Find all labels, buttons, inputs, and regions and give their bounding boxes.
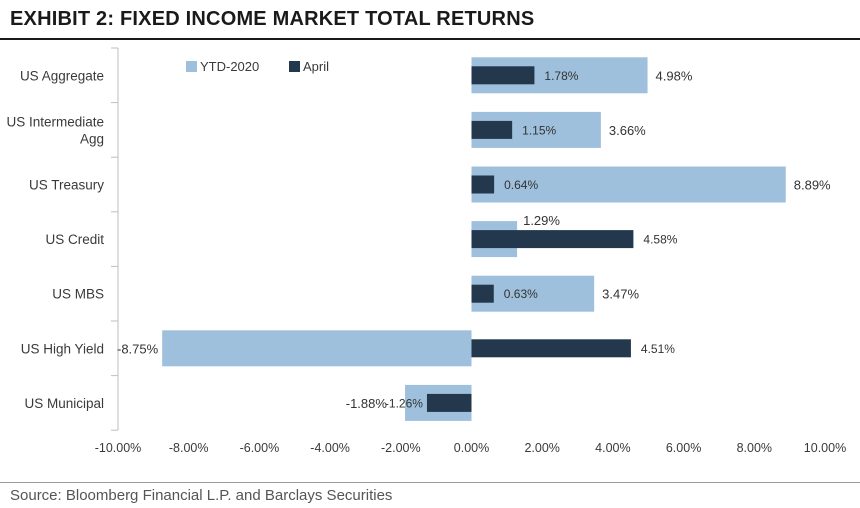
data-label-april: -1.26% — [385, 396, 423, 410]
x-tick-label: 6.00% — [666, 441, 701, 455]
data-label-april: 4.58% — [643, 233, 677, 247]
x-tick-label: -2.00% — [381, 441, 421, 455]
data-label-ytd-2020: 8.89% — [794, 178, 831, 193]
category-label: US Credit — [45, 232, 104, 247]
legend-swatch-ytd-2020 — [186, 61, 197, 72]
legend-label-ytd-2020: YTD-2020 — [200, 59, 259, 74]
exhibit-title: EXHIBIT 2: FIXED INCOME MARKET TOTAL RET… — [10, 8, 535, 30]
data-label-april: 1.15% — [522, 123, 556, 137]
data-label-april: 1.78% — [544, 69, 578, 83]
x-tick-label: 8.00% — [737, 441, 772, 455]
fixed-income-returns-chart: US Aggregate US Intermediate Agg US Treasur… — [6, 47, 846, 455]
x-tick-label: 10.00% — [804, 441, 846, 455]
x-tick-label: 0.00% — [454, 441, 489, 455]
bar-ytd-2020 — [471, 166, 786, 203]
category-label: Agg — [80, 131, 104, 146]
x-tick-label: -10.00% — [95, 441, 142, 455]
data-label-april: 0.63% — [504, 287, 538, 301]
x-tick-label: -8.00% — [169, 441, 209, 455]
bar-april — [471, 175, 495, 194]
x-tick-label: 4.00% — [595, 441, 630, 455]
bar-april — [471, 66, 535, 85]
bar-april — [471, 339, 631, 358]
data-label-april: 0.64% — [504, 178, 538, 192]
category-label: US MBS — [52, 287, 104, 302]
bottom-rule — [0, 482, 860, 483]
bar-april — [426, 393, 472, 412]
x-tick-label: -4.00% — [310, 441, 350, 455]
data-label-ytd-2020: 4.98% — [656, 68, 693, 83]
data-label-ytd-2020: -8.75% — [117, 341, 159, 356]
category-label: US Treasury — [29, 178, 104, 193]
data-label-ytd-2020: -1.88% — [346, 396, 388, 411]
data-label-ytd-2020: 3.66% — [609, 123, 646, 138]
category-label: US Intermediate — [6, 114, 104, 129]
data-label-ytd-2020: 3.47% — [602, 287, 639, 302]
x-tick-label: 2.00% — [524, 441, 559, 455]
bar-april — [471, 230, 634, 249]
bar-april — [471, 120, 513, 139]
bar-april — [471, 284, 494, 303]
x-tick-label: -6.00% — [240, 441, 280, 455]
category-label: US Municipal — [24, 396, 104, 411]
category-label: US High Yield — [21, 341, 104, 356]
title-rule — [0, 38, 860, 40]
legend-label-april: April — [303, 59, 329, 74]
data-label-april: 4.51% — [641, 342, 675, 356]
source-note: Source: Bloomberg Financial L.P. and Bar… — [10, 487, 393, 504]
data-label-ytd-2020: 1.29% — [523, 213, 560, 228]
category-label: US Aggregate — [20, 68, 104, 83]
legend-swatch-april — [289, 61, 300, 72]
bar-ytd-2020 — [162, 330, 472, 367]
